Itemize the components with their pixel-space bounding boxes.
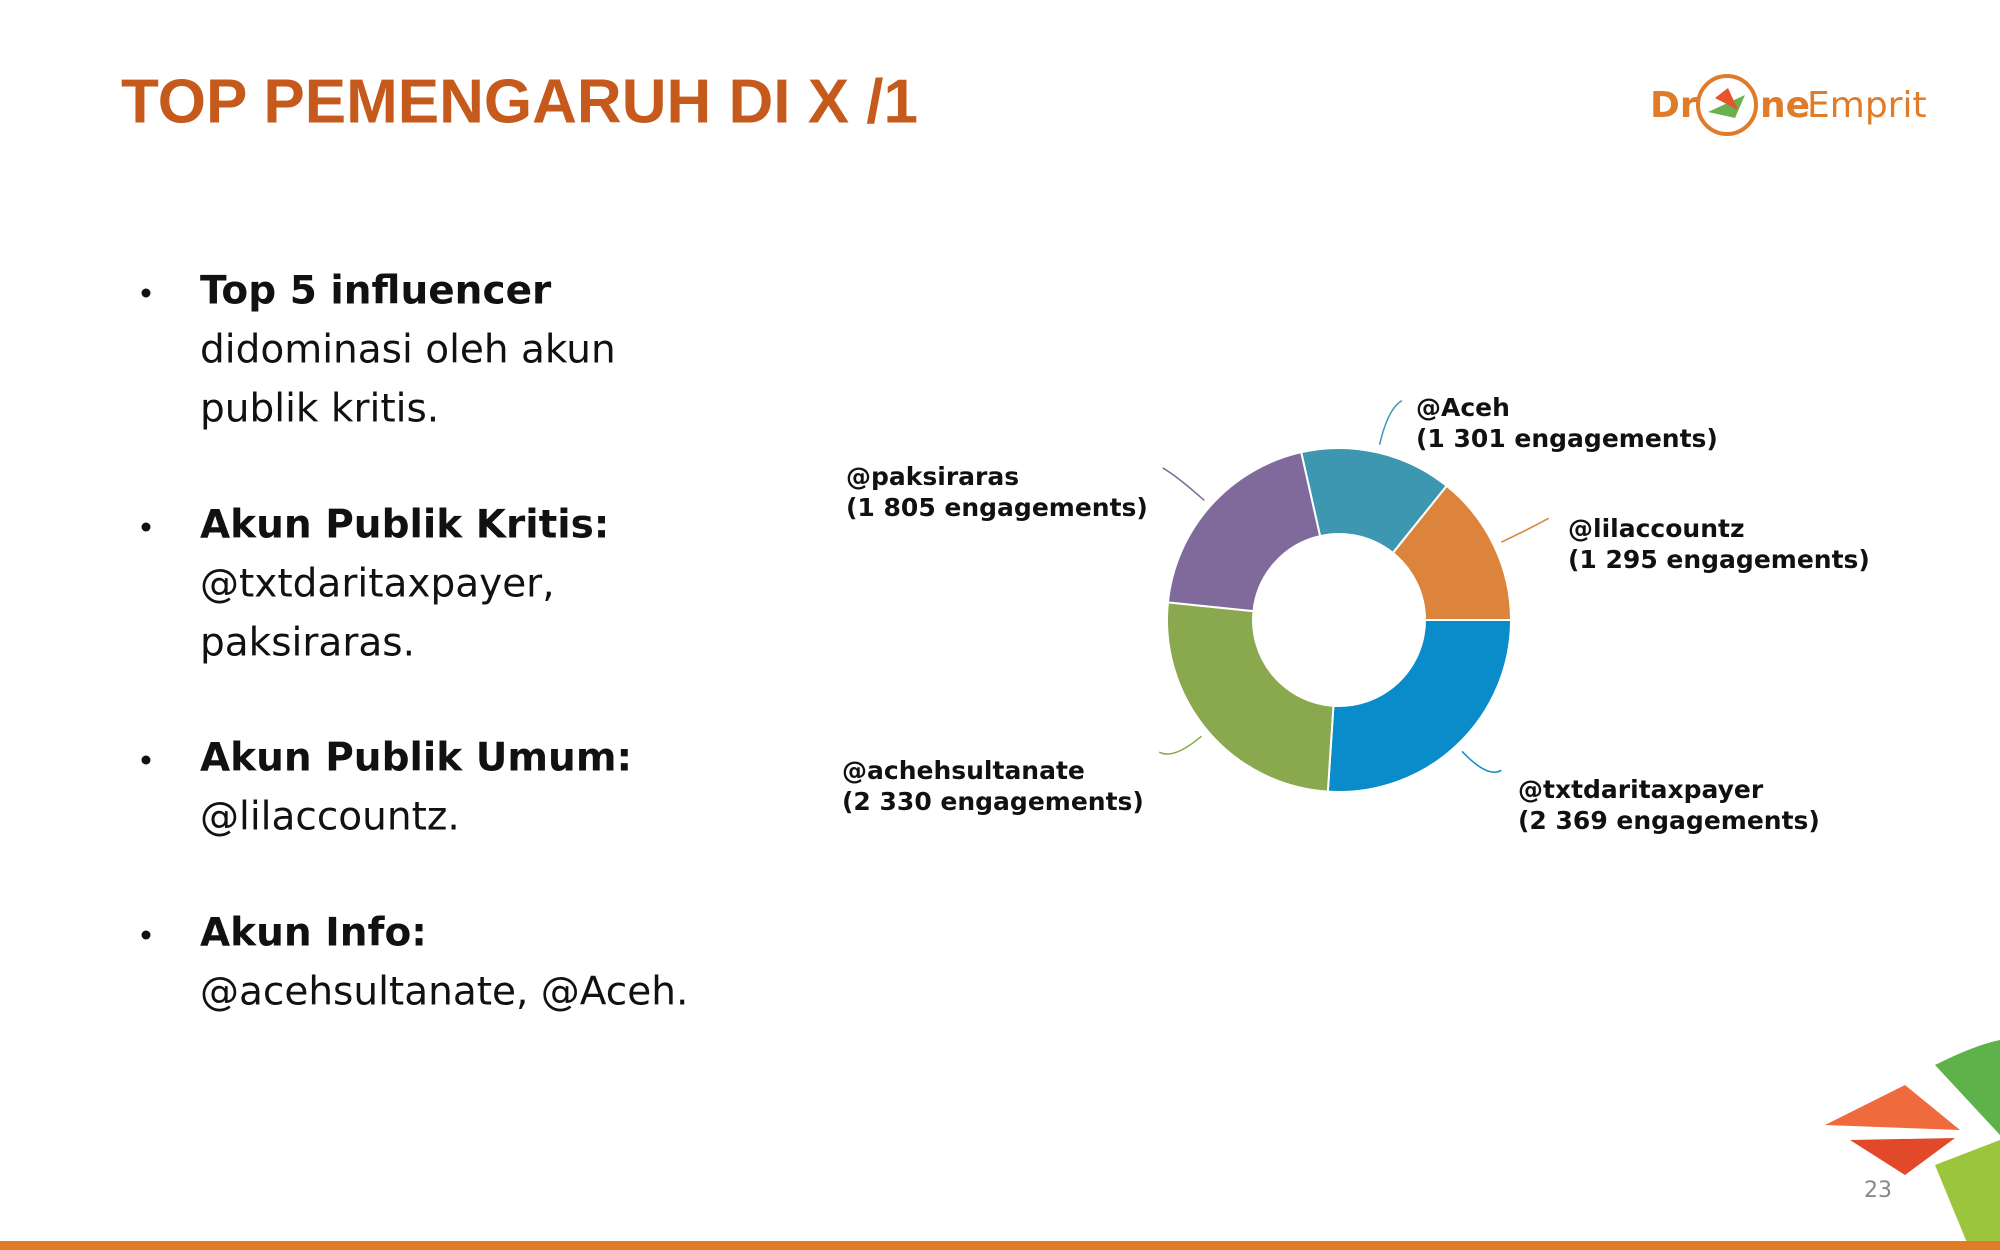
- slice-label: @paksiraras: [846, 462, 1019, 491]
- bullet-heading: Akun Publik Kritis:: [200, 503, 609, 548]
- bullet-dot: [141, 930, 151, 940]
- donut-slice: [1166, 451, 1322, 613]
- footer-bar: [0, 1241, 2000, 1250]
- bullet-dot: [141, 755, 151, 765]
- donut-slice: [1391, 484, 1513, 621]
- slice-label: @lilaccountz: [1568, 514, 1745, 543]
- bullet-dot: [141, 288, 151, 298]
- decoration: [1825, 1040, 2000, 1250]
- slice-value-label: (1 295 engagements): [1568, 545, 1870, 574]
- donut-slice: [1326, 618, 1513, 793]
- bullet-text: @txtdaritaxpayer,: [200, 562, 555, 607]
- slice-value-label: (1 805 engagements): [846, 493, 1148, 522]
- donut-chart: @Aceh(1 301 engagements) @lilaccountz(1 2…: [842, 393, 1870, 835]
- bullet-dot: [141, 522, 151, 532]
- bullet-heading: Akun Publik Umum:: [200, 736, 632, 781]
- slice-label: @achehsultanate: [842, 756, 1085, 785]
- logo: Dr ne Emprit: [1650, 74, 1927, 136]
- slice-value-label: (2 330 engagements): [842, 787, 1144, 816]
- logo-text: Dr: [1650, 85, 1698, 126]
- logo-bird: [1708, 95, 1745, 118]
- logo-text: ne: [1760, 85, 1810, 126]
- leaf: [1935, 1140, 2000, 1250]
- leader-line: [1461, 750, 1502, 773]
- slide-title: TOP PEMENGARUH DI X /1: [121, 67, 918, 136]
- donut-slice: [1299, 447, 1449, 555]
- bullet-text: publik kritis.: [200, 387, 439, 432]
- leader-line: [1158, 735, 1202, 755]
- slice-label: @Aceh: [1416, 393, 1510, 422]
- donut-slice: [1166, 601, 1335, 793]
- bullet-text: @acehsultanate, @Aceh.: [200, 970, 688, 1015]
- logo-bird: [1715, 88, 1738, 110]
- slice-value-label: (2 369 engagements): [1518, 806, 1820, 835]
- leaf: [1935, 1040, 2000, 1135]
- leaf: [1825, 1085, 1960, 1130]
- logo-text: Emprit: [1807, 85, 1927, 126]
- leaf: [1850, 1138, 1955, 1175]
- bullet-heading: Akun Info:: [200, 911, 427, 956]
- bullet-list: Top 5 influencer didominasi oleh akun publ…: [141, 269, 688, 1015]
- bullet-text: @lilaccountz.: [200, 795, 460, 840]
- page-number: 23: [1864, 1178, 1892, 1203]
- bullet-text: paksiraras.: [200, 621, 415, 666]
- bullet-heading: Top 5 influencer: [200, 269, 552, 314]
- leader-line: [1162, 467, 1205, 502]
- slice-label: @txtdaritaxpayer: [1518, 775, 1764, 804]
- logo-icon: [1696, 74, 1758, 136]
- leader-line: [1500, 517, 1550, 543]
- bullet-text: didominasi oleh akun: [200, 328, 616, 373]
- slice-value-label: (1 301 engagements): [1416, 424, 1718, 453]
- leader-line: [1378, 399, 1403, 445]
